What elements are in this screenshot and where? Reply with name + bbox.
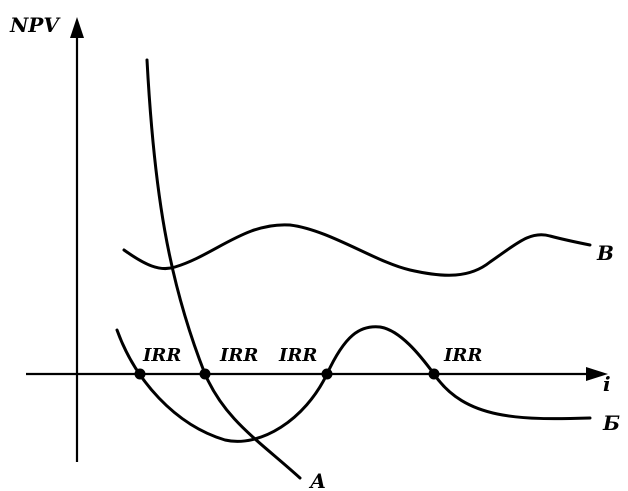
irr-label-3: IRR (278, 345, 317, 366)
curve-b (115, 325, 592, 443)
irr-point-4 (428, 368, 440, 380)
axes (26, 17, 608, 462)
irr-point-3 (321, 368, 333, 380)
x-axis-arrowhead (586, 367, 608, 381)
irr-label-1: IRR (142, 345, 181, 366)
y-axis-arrowhead (70, 17, 84, 38)
curve-v-label: В (596, 241, 614, 265)
x-axis-label: i (603, 372, 611, 396)
irr-points (134, 368, 440, 380)
curve-v (122, 223, 592, 277)
curve-a (145, 58, 302, 480)
irr-point-1 (134, 368, 146, 380)
irr-label-4: IRR (443, 345, 482, 366)
y-axis-label: NPV (9, 13, 61, 37)
curve-b-label: Б (602, 411, 620, 435)
irr-point-2 (199, 368, 211, 380)
curve-a-label: А (308, 469, 326, 491)
irr-label-2: IRR (219, 345, 258, 366)
